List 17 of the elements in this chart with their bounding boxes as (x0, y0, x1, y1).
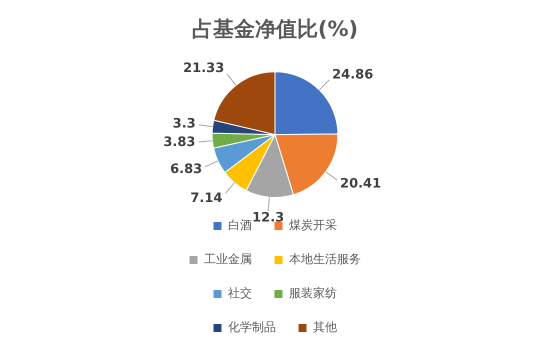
legend-label: 服装家纺 (289, 286, 337, 300)
legend-label: 煤炭开采 (289, 218, 337, 232)
legend-label: 本地生活服务 (289, 252, 361, 266)
legend-label: 其他 (313, 320, 337, 334)
data-label: 20.41 (340, 176, 382, 192)
legend-label: 工业金属 (204, 252, 252, 266)
chart-title: 占基金净值比(%) (192, 17, 358, 42)
legend-label: 社交 (228, 286, 252, 300)
data-label: 3.83 (163, 135, 196, 150)
data-label: 6.83 (170, 162, 202, 178)
legend-label: 化学制品 (228, 320, 276, 334)
legend-label: 白酒 (228, 218, 252, 232)
data-label: 21.33 (183, 61, 224, 76)
data-label: 24.86 (332, 67, 374, 82)
data-label: 3.3 (172, 116, 196, 132)
data-label: 12.3 (252, 210, 284, 226)
data-label: 7.14 (190, 191, 222, 206)
